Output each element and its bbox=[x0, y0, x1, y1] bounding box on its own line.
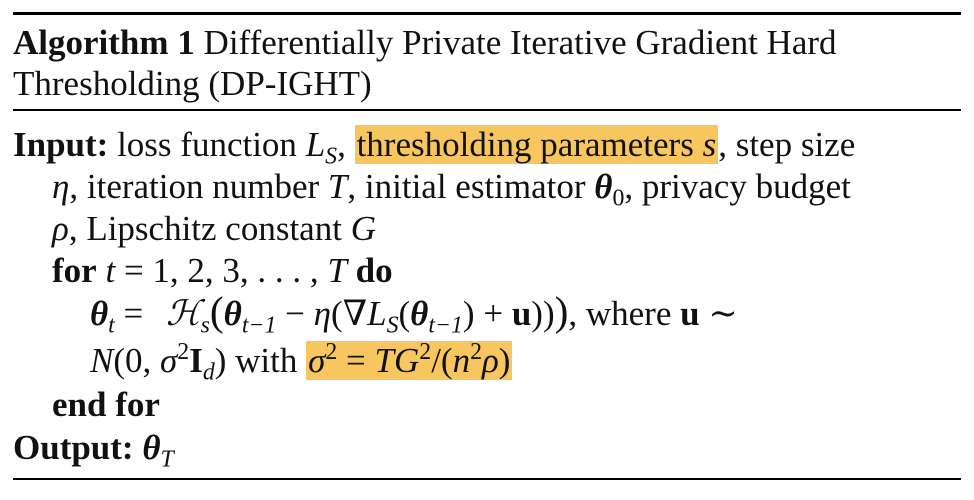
math-sup-2: 2 bbox=[470, 338, 482, 365]
math-TG: TG bbox=[374, 341, 420, 380]
math-theta: θ bbox=[223, 294, 242, 333]
text: loss function bbox=[117, 125, 306, 164]
math-L: L bbox=[305, 125, 326, 164]
math-N: N bbox=[90, 341, 114, 380]
math-T: T bbox=[327, 167, 348, 206]
text: , iteration number bbox=[69, 167, 328, 206]
top-rule bbox=[13, 12, 961, 15]
algorithm-header-line2: Thresholding (DP-IGHT) bbox=[13, 64, 372, 104]
math-sup-2: 2 bbox=[419, 338, 432, 365]
math-G: G bbox=[350, 209, 376, 248]
text: thresholding parameters bbox=[356, 125, 703, 164]
input-line-2: η, iteration number T, initial estimator… bbox=[52, 167, 851, 211]
algorithm-title-cont: Thresholding (DP-IGHT) bbox=[13, 64, 372, 103]
noise-line: N(0, σ2Id) with σ2 = TG2/(n2ρ) bbox=[90, 338, 513, 385]
math-sub-0: 0 bbox=[612, 185, 625, 212]
algorithm-header-line1: Algorithm 1 Differentially Private Itera… bbox=[13, 23, 837, 63]
math-plus: ) + bbox=[462, 294, 512, 333]
output-keyword: Output: bbox=[13, 428, 134, 467]
math-n: n bbox=[452, 341, 471, 380]
math-minus: − bbox=[276, 294, 314, 333]
math-sub-t: t bbox=[108, 312, 115, 339]
output-line: Output: θT bbox=[13, 428, 174, 472]
math-eta: η bbox=[52, 167, 70, 206]
bottom-rule bbox=[13, 478, 961, 480]
math-theta: θ bbox=[410, 294, 429, 333]
math-sigma: σ bbox=[160, 341, 178, 380]
end-for-keyword: end for bbox=[52, 385, 160, 424]
text-with: ) with bbox=[214, 341, 307, 380]
math-sub-tm1: t−1 bbox=[428, 312, 463, 339]
math-u: u bbox=[680, 294, 700, 333]
text: , step size bbox=[718, 125, 856, 164]
highlight-thresholding: thresholding parameters s bbox=[354, 125, 719, 164]
math-sub-d: d bbox=[202, 359, 215, 386]
math-sup-2: 2 bbox=[177, 338, 190, 365]
do-keyword: do bbox=[355, 251, 393, 290]
text: , bbox=[337, 125, 355, 164]
math-L: L bbox=[367, 294, 387, 333]
math-eq: = bbox=[114, 294, 153, 333]
input-keyword: Input: bbox=[13, 125, 109, 164]
update-line: θt = ℋs(θt−1 − η(∇LS(θt−1) + u))), where… bbox=[90, 290, 738, 337]
for-keyword: for bbox=[52, 251, 97, 290]
math-eq: = bbox=[337, 341, 375, 380]
math-T: T bbox=[327, 251, 347, 290]
math-sim: ∼ bbox=[699, 294, 738, 333]
math-big-paren: ( bbox=[209, 288, 224, 334]
math-sub-T: T bbox=[160, 446, 174, 473]
text: , privacy budget bbox=[624, 167, 851, 206]
math-theta: θ bbox=[90, 294, 109, 333]
math-theta: θ bbox=[594, 167, 613, 206]
end-for-line: end for bbox=[52, 385, 160, 425]
input-line-3: ρ, Lipschitz constant G bbox=[52, 209, 376, 249]
math-grad: (∇ bbox=[331, 294, 368, 333]
math-range: = 1, 2, 3, . . . , bbox=[115, 251, 328, 290]
math-t: t bbox=[105, 251, 116, 290]
math-u: u bbox=[511, 294, 532, 333]
algorithm-label: Algorithm 1 bbox=[13, 23, 195, 62]
math-sub-S: S bbox=[325, 143, 338, 170]
text-where: , where bbox=[568, 294, 681, 333]
math-sub-S: S bbox=[386, 312, 399, 339]
math-eta: η bbox=[313, 294, 332, 333]
input-line-1: Input: loss function LS, thresholding pa… bbox=[13, 125, 856, 169]
math-hard-threshold-H: ℋ bbox=[166, 294, 201, 334]
header-rule bbox=[13, 109, 961, 111]
math-sub-tm1: t−1 bbox=[241, 312, 277, 339]
math-sigma: σ bbox=[308, 341, 326, 380]
highlight-sigma-formula: σ2 = TG2/(n2ρ) bbox=[306, 338, 513, 380]
math-rho: ρ bbox=[52, 209, 69, 248]
for-line: for t = 1, 2, 3, . . . , T do bbox=[52, 251, 393, 291]
math-slash: /( bbox=[431, 341, 453, 380]
math-close: )) bbox=[531, 294, 555, 333]
math-sup-2: 2 bbox=[325, 338, 338, 365]
math-rho: ρ bbox=[481, 341, 499, 380]
text: , initial estimator bbox=[347, 167, 595, 206]
math-paren: ( bbox=[398, 294, 411, 333]
math-big-paren: ) bbox=[554, 288, 569, 334]
math-theta: θ bbox=[142, 428, 161, 467]
algorithm-title: Differentially Private Iterative Gradien… bbox=[203, 23, 837, 62]
text: , Lipschitz constant bbox=[68, 209, 351, 248]
math-args: (0, bbox=[113, 341, 161, 380]
math-s: s bbox=[702, 125, 717, 164]
math-sub-s: s bbox=[200, 312, 210, 339]
math-close-paren: ) bbox=[498, 341, 511, 380]
math-identity-I: I bbox=[189, 341, 203, 380]
